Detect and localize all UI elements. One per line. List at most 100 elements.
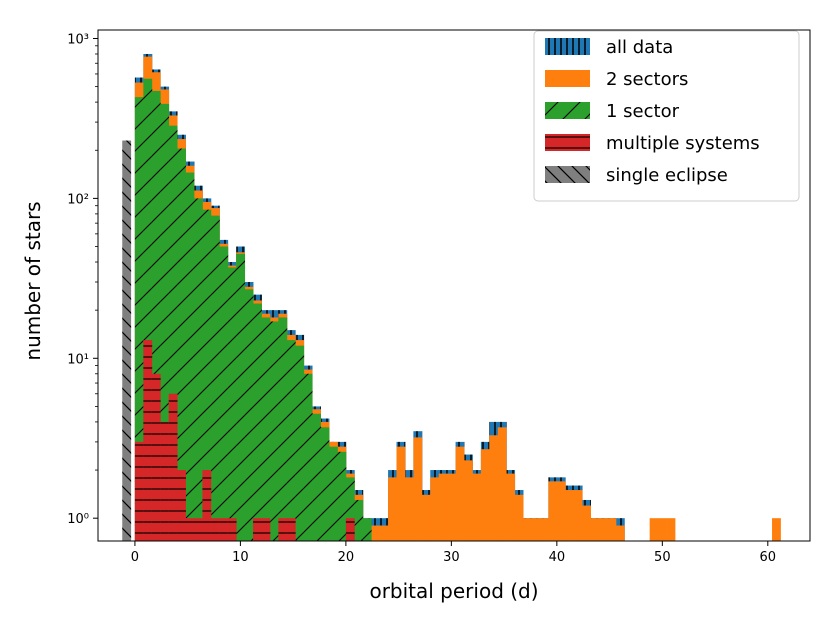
bar-two_sectors [539,518,549,541]
legend-swatch-hatch [545,38,590,55]
bar-hatch-multiple [202,470,212,541]
bar-hatch-multiple [219,518,229,541]
legend-label: 1 sector [606,101,680,122]
bar-two_sectors [404,477,414,541]
bar-two_sectors [396,446,406,541]
bar-hatch-multiple [210,518,220,541]
bars-layer [122,53,781,541]
bar-two_sectors [531,518,541,541]
bar-hatch-multiple [151,373,161,541]
legend-swatch-hatch [545,166,590,183]
bar-hatch-multiple [227,518,237,541]
legend-box [533,30,800,202]
bar-hatch-one_sector [160,103,170,541]
bar-two_sectors [438,473,448,541]
bar-hatch-one_sector [286,340,296,541]
bar-hatch-one_sector [210,215,220,541]
legend-entry: 2 sectors [545,69,688,90]
bar-two_sectors [666,518,676,541]
bar-hatch-one_sector [143,78,153,541]
x-tick-label: 0 [131,550,139,565]
x-axis-label: orbital period (d) [369,579,538,603]
bar-two_sectors [447,473,456,541]
bar-two_sectors [523,518,532,541]
bar-hatch-one_sector [168,125,178,541]
bar-hatch-one_sector [177,148,186,541]
bar-two_sectors [649,518,659,541]
bar-hatch-one_sector [337,451,347,541]
bar-two_sectors [480,449,490,541]
bar-hatch-one_sector [134,97,144,541]
bar-hatch-multiple [193,518,203,541]
series-one_sector [134,78,372,541]
bar-hatch-multiple [168,393,178,541]
bar-two_sectors [455,446,465,541]
legend-entry: 1 sector [545,101,680,122]
legend-swatch-hatch [545,134,590,151]
plot-frame [97,29,811,542]
bar-hatch-one_sector [354,499,364,541]
bar-two_sectors [599,518,608,541]
x-tick-label: 30 [443,550,460,565]
bar-hatch-one_sector [278,317,288,541]
legend-label: multiple systems [606,133,760,154]
y-tick-label: 10² [67,192,89,207]
bar-two_sectors [464,460,473,541]
bar-two_sectors [388,477,397,541]
y-axis: 10⁰ 10¹ 10² 10³ [67,32,98,527]
bar-hatch-multiple [253,518,262,541]
series-single [122,140,132,541]
bar-two_sectors [506,473,516,541]
y-tick-label: 10⁰ [67,512,89,527]
bar-hatch-multiple [160,421,170,541]
bar-hatch-one_sector [345,477,355,541]
bar-hatch-one_sector [362,518,372,541]
bar-hatch-one_sector [253,303,262,541]
bar-hatch-one_sector [295,345,305,541]
legend-entry: all data [545,37,673,58]
legend-entry: multiple systems [545,133,760,154]
bar-two_sectors [607,518,617,541]
bar-two_sectors [772,518,781,541]
bar-two_sectors [615,525,625,541]
x-tick-label: 20 [338,550,355,565]
bar-two_sectors [489,435,499,541]
bar-two_sectors [556,481,566,541]
bar-hatch-one_sector [303,373,313,541]
bar-two_sectors [430,477,440,541]
x-tick-label: 40 [549,550,566,565]
legend-swatch [545,70,590,87]
bar-two_sectors [548,481,558,541]
x-tick-label: 10 [232,550,249,565]
legend-label: 2 sectors [606,69,688,90]
bar-two_sectors [413,437,423,541]
bar-hatch-one_sector [219,246,229,541]
bar-hatch-multiple [278,518,288,541]
x-tick-label: 60 [760,550,777,565]
series-multiple [134,340,355,541]
legend-entry: single eclipse [545,165,728,186]
bar-hatch-one_sector [185,172,195,541]
bar-two_sectors [514,494,524,541]
bar-hatch-multiple [143,340,153,541]
bar-two_sectors [379,525,389,541]
bar-two_sectors [658,518,667,541]
bar-hatch-one_sector [244,289,254,541]
bar-hatch-one_sector [236,253,246,541]
legend-label: single eclipse [606,165,728,186]
bar-hatch-multiple [261,518,271,541]
bar-hatch-one_sector [329,446,338,541]
bar-hatch-multiple [345,518,355,541]
bar-hatch-one_sector [261,317,271,541]
bar-two_sectors [590,518,600,541]
bar-hatch-one_sector [202,209,212,541]
bar-two_sectors [497,427,507,541]
y-tick-label: 10¹ [67,352,89,367]
bar-two_sectors [582,505,591,541]
x-tick-label: 50 [654,550,671,565]
bar-hatch-one_sector [227,267,237,541]
bar-two_sectors [371,525,381,541]
y-tick-label: 10³ [67,32,89,47]
bar-hatch-multiple [134,441,144,541]
bar-hatch-one_sector [312,413,321,541]
